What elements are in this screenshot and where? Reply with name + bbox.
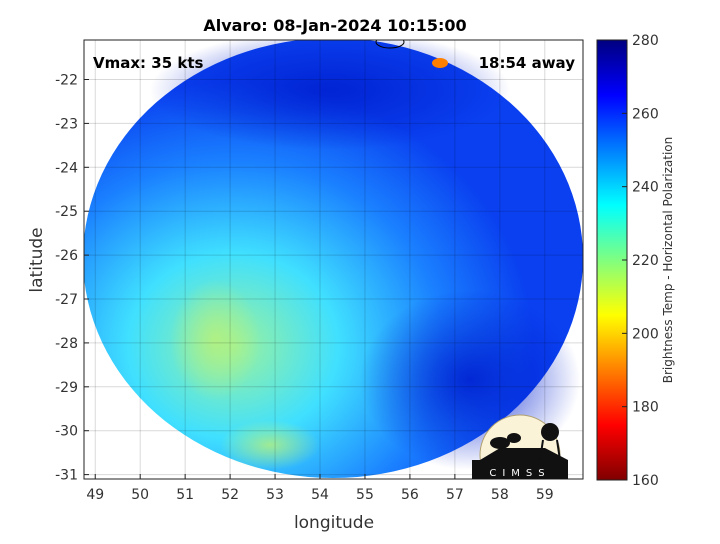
chart-title: Alvaro: 08-Jan-2024 10:15:00: [203, 16, 466, 35]
x-tick-label: 55: [356, 487, 374, 503]
y-tick-label: -30: [55, 424, 78, 440]
y-tick-label: -22: [55, 73, 78, 89]
y-axis-label: latitude: [27, 227, 47, 292]
x-tick-label: 56: [401, 487, 419, 503]
y-tick-label: -27: [55, 292, 78, 308]
time-away-annotation: 18:54 away: [479, 54, 576, 72]
colorbar-tick-label: 200: [632, 326, 659, 342]
colorbar-tick-label: 240: [632, 180, 659, 196]
contour: [375, 40, 405, 49]
hot-spot: [432, 58, 448, 68]
colorbar-tick-label: 260: [632, 106, 659, 122]
x-tick-label: 49: [86, 487, 104, 503]
y-tick-label: -26: [55, 248, 78, 264]
x-tick-label: 50: [131, 487, 149, 503]
warm-region: [170, 280, 260, 400]
colorbar-tick-label: 160: [632, 473, 659, 489]
x-tick-label: 53: [266, 487, 284, 503]
y-tick-label: -24: [55, 160, 78, 176]
colorbar-tick-label: 280: [632, 33, 659, 49]
warm-region-bottom: [220, 420, 320, 470]
x-tick-label: 59: [536, 487, 554, 503]
y-tick-label: -28: [55, 336, 78, 352]
cimss-logo: CIMSS: [472, 414, 568, 479]
x-tick-label: 51: [176, 487, 194, 503]
axes-box: [83, 39, 584, 480]
grid: [84, 40, 583, 479]
vmax-annotation: Vmax: 35 kts: [93, 54, 203, 72]
x-axis-label: longitude: [294, 513, 374, 533]
swath: [84, 40, 583, 478]
y-tick-label: -31: [55, 468, 78, 484]
x-tick-label: 52: [221, 487, 239, 503]
x-tick-label: 58: [491, 487, 509, 503]
cold-region-top: [150, 40, 510, 150]
y-tick-label: -29: [55, 380, 78, 396]
y-tick-label: -25: [55, 204, 78, 220]
y-tick-label: -23: [55, 116, 78, 132]
x-tick-label: 57: [446, 487, 464, 503]
x-tick-label: 54: [311, 487, 329, 503]
logo-text: CIMSS: [489, 468, 550, 479]
colorbar-label: Brightness Temp - Horizontal Polarizatio…: [661, 137, 675, 384]
colorbar-tick-label: 180: [632, 400, 659, 416]
colorbar-tick-label: 220: [632, 253, 659, 269]
